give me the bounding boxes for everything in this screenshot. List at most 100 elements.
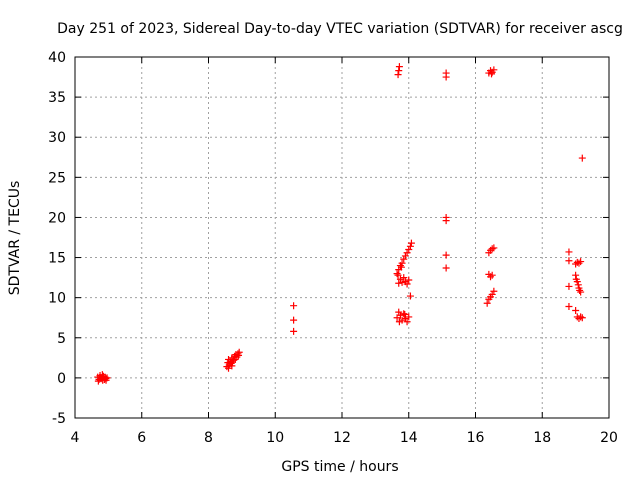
data-point xyxy=(490,287,498,295)
data-point xyxy=(396,311,404,319)
data-point xyxy=(398,278,406,286)
data-point xyxy=(575,315,583,323)
x-tick-label: 18 xyxy=(533,430,551,446)
data-point xyxy=(565,257,573,265)
data-point xyxy=(395,318,403,326)
y-tick-label: 35 xyxy=(48,90,66,106)
data-point xyxy=(400,310,408,318)
data-point xyxy=(405,246,413,254)
data-point xyxy=(488,245,496,253)
data-point xyxy=(98,371,106,379)
y-tick-label: 25 xyxy=(48,170,66,186)
x-tick-label: 14 xyxy=(400,430,418,446)
data-point xyxy=(403,318,411,326)
data-point xyxy=(487,273,495,281)
data-point xyxy=(572,307,580,315)
data-point xyxy=(487,67,495,75)
data-point xyxy=(490,66,498,74)
x-axis-title: GPS time / hours xyxy=(281,459,398,475)
data-points xyxy=(94,63,586,385)
data-point xyxy=(578,314,586,322)
data-point xyxy=(398,259,406,267)
data-point xyxy=(573,278,581,286)
x-tick-label: 20 xyxy=(600,430,618,446)
data-point xyxy=(401,315,409,323)
y-tick-label: 0 xyxy=(57,371,66,387)
data-point xyxy=(405,276,413,284)
x-tick-label: 10 xyxy=(266,430,284,446)
data-point xyxy=(483,299,491,307)
data-point xyxy=(565,248,573,256)
data-point xyxy=(442,217,450,225)
data-point xyxy=(442,251,450,259)
y-tick-label: -5 xyxy=(52,411,66,427)
data-point xyxy=(235,351,243,359)
y-axis-title: SDTVAR / TECUs xyxy=(7,181,23,296)
data-point xyxy=(572,260,580,268)
data-point xyxy=(233,353,241,361)
data-point xyxy=(102,375,110,383)
data-point xyxy=(406,292,414,300)
data-point xyxy=(405,313,413,321)
data-point xyxy=(400,255,408,263)
x-tick-label: 16 xyxy=(467,430,485,446)
data-point xyxy=(230,356,238,364)
data-point xyxy=(442,69,450,77)
data-point xyxy=(397,263,405,271)
data-point xyxy=(577,258,585,266)
data-point xyxy=(565,282,573,290)
data-point xyxy=(401,311,409,319)
data-point xyxy=(577,288,585,296)
x-tick-label: 4 xyxy=(71,430,80,446)
data-point xyxy=(573,258,581,266)
data-point xyxy=(578,154,586,162)
data-point xyxy=(574,281,582,289)
data-point xyxy=(488,70,496,78)
data-point xyxy=(394,71,402,79)
data-point xyxy=(575,259,583,267)
y-tick-label: 30 xyxy=(48,130,66,146)
data-point xyxy=(393,270,401,278)
y-tick-label: 40 xyxy=(48,50,66,66)
data-point xyxy=(577,313,585,321)
chart-title: Day 251 of 2023, Sidereal Day-to-day VTE… xyxy=(57,21,623,37)
y-tick-label: 20 xyxy=(48,210,66,226)
data-point xyxy=(395,308,403,316)
data-point xyxy=(228,362,236,370)
data-point xyxy=(572,271,580,279)
data-point xyxy=(290,316,298,324)
data-point xyxy=(395,279,403,287)
y-tick-label: 5 xyxy=(57,331,66,347)
data-point xyxy=(407,239,415,247)
data-point xyxy=(400,274,408,282)
data-point xyxy=(395,67,403,75)
grid-lines xyxy=(75,57,609,418)
data-point xyxy=(442,264,450,272)
y-tick-label: 10 xyxy=(48,291,66,307)
data-point xyxy=(234,350,242,358)
y-tick-label: 15 xyxy=(48,251,66,267)
data-point xyxy=(103,374,111,382)
data-point xyxy=(396,275,404,283)
data-point xyxy=(403,280,411,288)
data-point xyxy=(290,302,298,310)
x-tick-label: 12 xyxy=(333,430,351,446)
data-point xyxy=(225,355,233,363)
data-point xyxy=(488,271,496,279)
axis-ticks: 4 6 8 10 12 14 16 18 20 -5 0 5 10 15 20 25 30 35 40 xyxy=(48,50,618,446)
data-point xyxy=(401,252,409,260)
data-point xyxy=(235,348,243,356)
plot-frame xyxy=(74,56,610,419)
data-point xyxy=(406,242,414,250)
data-point xyxy=(565,302,573,310)
data-point xyxy=(403,249,411,257)
data-point xyxy=(94,377,102,385)
data-point xyxy=(394,271,402,279)
x-tick-label: 8 xyxy=(204,430,213,446)
x-tick-label: 6 xyxy=(137,430,146,446)
data-point xyxy=(395,63,403,71)
data-point xyxy=(488,290,496,298)
data-point xyxy=(576,286,584,294)
data-point xyxy=(490,244,498,252)
